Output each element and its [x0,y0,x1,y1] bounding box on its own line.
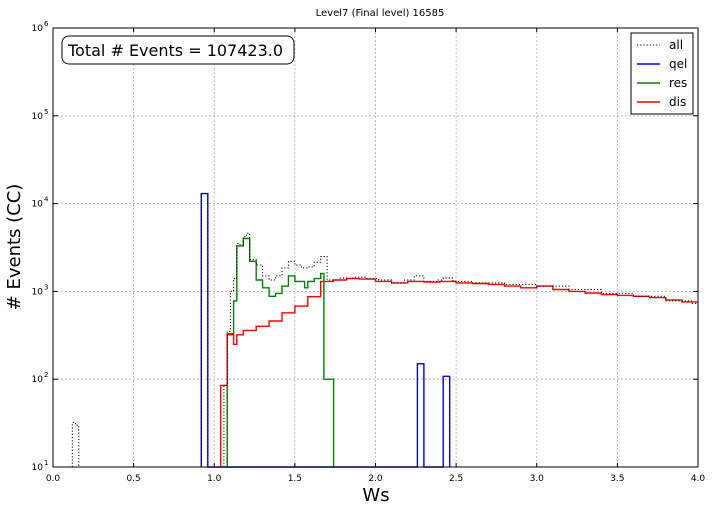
legend-label-all: all [669,38,683,52]
x-tick-label: 1.5 [288,474,302,484]
annotation-frame [61,35,295,65]
series-line-all [71,193,698,468]
series-group [71,192,698,468]
legend-label-res: res [669,76,687,90]
y-tick-label: 10 [32,375,44,385]
y-tick-exponent: 1 [44,459,48,467]
y-tick-label: 10 [32,24,44,34]
series-line-dis [219,277,698,467]
y-tick-label: 10 [32,200,44,210]
y-tick-label: 10 [32,463,44,473]
x-tick-label: 3.5 [610,474,624,484]
chart-title: Level7 (Final level) 16585 [316,8,445,19]
y-tick-exponent: 6 [44,20,49,28]
legend: all qel res dis [630,32,694,115]
x-tick-label: 2.0 [368,474,383,484]
x-tick-label: 0.5 [126,474,140,484]
x-tick-label: 1.0 [207,474,222,484]
x-tick-label: 4.0 [691,474,706,484]
series-line-res [226,237,335,467]
y-tick-label: 10 [32,287,44,297]
y-axis-label: # Events (CC) [4,184,25,311]
x-ticks: 0.0 0.5 1.0 1.5 2.0 2.5 3.0 3.5 4.0 [46,28,706,484]
annotation-text: Total # Events = 107423.0 [67,41,283,60]
y-tick-exponent: 2 [44,371,48,379]
x-tick-label: 2.5 [449,474,463,484]
grid [53,28,698,467]
legend-label-dis: dis [669,95,686,109]
series-line-qel [200,192,451,468]
annotation-box: Total # Events = 107423.0 [61,35,295,65]
x-tick-label: 3.0 [530,474,545,484]
x-axis-label: Ws [362,485,389,506]
legend-frame [630,32,694,115]
legend-label-qel: qel [669,57,687,71]
y-tick-exponent: 5 [44,108,48,116]
y-tick-exponent: 4 [44,196,49,204]
x-tick-label: 0.0 [46,474,61,484]
y-tick-exponent: 3 [44,283,48,291]
y-tick-label: 10 [32,112,44,122]
